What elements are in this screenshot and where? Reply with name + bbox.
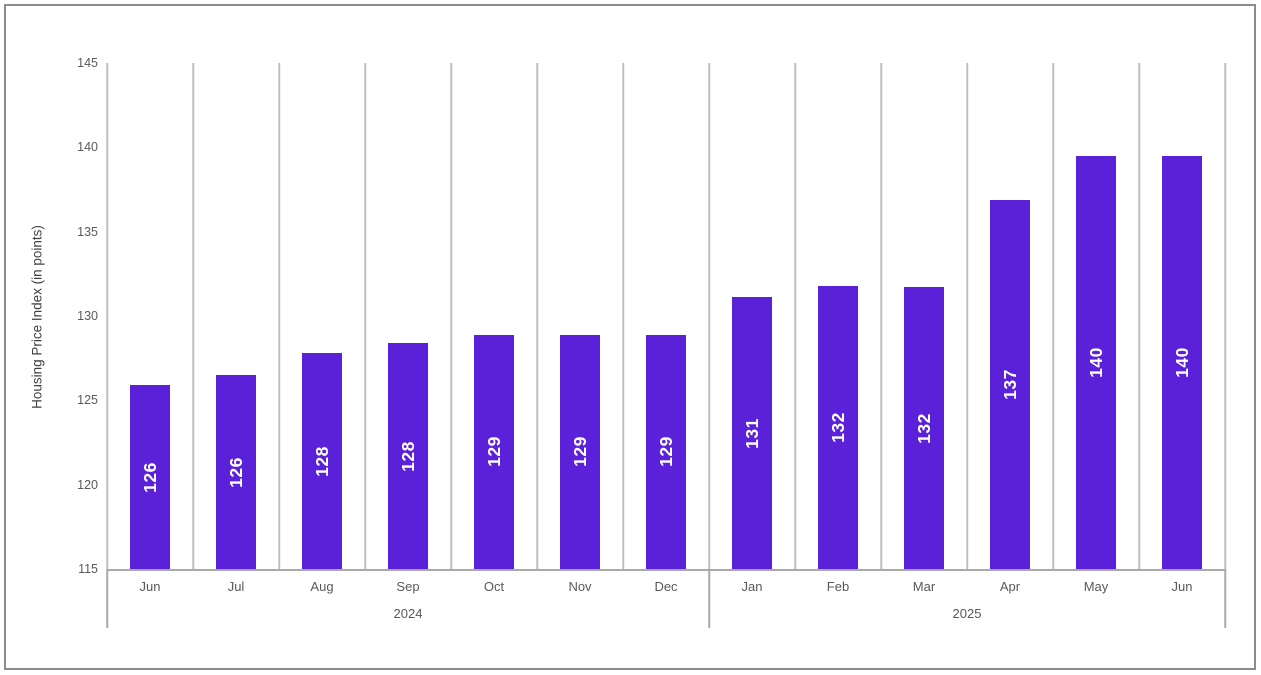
bar: 132 bbox=[904, 287, 944, 569]
bar-column: 132 bbox=[881, 63, 967, 569]
bar-column: 132 bbox=[795, 63, 881, 569]
gridline bbox=[536, 63, 538, 569]
bar: 129 bbox=[646, 334, 686, 569]
y-tick-label: 115 bbox=[78, 562, 98, 576]
bar-value-label: 126 bbox=[139, 461, 160, 493]
plot-area: 115 120 125 130 135 140 145 Jun Jul Aug Sep Oct Nov D… bbox=[77, 56, 1226, 628]
bar-value-label: 131 bbox=[741, 417, 762, 449]
y-tick-label: 135 bbox=[77, 224, 98, 239]
bar: 126 bbox=[216, 375, 256, 569]
year-separator-line bbox=[1224, 569, 1226, 628]
gridline bbox=[966, 63, 968, 569]
x-tick-month-label: Jul bbox=[227, 579, 245, 594]
x-tick-month-label: Feb bbox=[826, 579, 850, 594]
x-tick-month-label: Sep bbox=[396, 579, 420, 594]
x-tick-month-label: May bbox=[1083, 579, 1109, 594]
x-tick-month-label: Nov bbox=[568, 579, 592, 594]
x-axis-year-label: 2024 bbox=[393, 606, 423, 621]
bar: 129 bbox=[474, 334, 514, 569]
x-tick-month-label: Apr bbox=[999, 579, 1021, 594]
bar-column: 131 bbox=[709, 63, 795, 569]
bar-column: 128 bbox=[279, 63, 365, 569]
bar-value-label: 126 bbox=[225, 456, 246, 488]
bar: 126 bbox=[130, 385, 170, 569]
gridline bbox=[1052, 63, 1054, 569]
y-tick-label: 130 bbox=[77, 309, 98, 323]
x-tick-month-label: Dec bbox=[654, 579, 678, 594]
bar-column: 129 bbox=[451, 63, 537, 569]
y-tick-label: 125 bbox=[77, 393, 98, 408]
bar: 129 bbox=[560, 334, 600, 569]
gridline bbox=[106, 63, 108, 569]
gridline bbox=[880, 63, 882, 569]
x-tick-month-label: Mar bbox=[912, 579, 936, 594]
bar-value-label: 129 bbox=[655, 436, 676, 468]
x-tick-month-label: Jun bbox=[1171, 579, 1193, 594]
x-axis-year-label: 2025 bbox=[952, 606, 982, 621]
x-tick-month-label: Jun bbox=[139, 579, 161, 594]
bar: 131 bbox=[732, 297, 772, 569]
bar-value-label: 132 bbox=[913, 412, 934, 444]
bar-column: 129 bbox=[537, 63, 623, 569]
bar-value-label: 140 bbox=[1171, 347, 1192, 378]
bar-column: 126 bbox=[193, 63, 279, 569]
bar: 140 bbox=[1162, 155, 1202, 569]
x-axis-band: Jun Jul Aug Sep Oct Nov Dec Jan Feb Mar Apr May Jun 2… bbox=[106, 569, 1226, 628]
x-tick-month-label: Aug bbox=[310, 579, 334, 594]
bar: 128 bbox=[388, 343, 428, 569]
gridline bbox=[1224, 63, 1226, 569]
gridline bbox=[708, 63, 710, 569]
year-separator-line bbox=[708, 569, 710, 628]
x-tick-month-label: Jan bbox=[741, 579, 763, 594]
bar-column: 128 bbox=[365, 63, 451, 569]
gridline bbox=[450, 63, 452, 569]
year-separator-line bbox=[106, 569, 108, 628]
gridline bbox=[192, 63, 194, 569]
bar-value-label: 129 bbox=[483, 436, 504, 468]
gridline bbox=[278, 63, 280, 569]
bar-column: 140 bbox=[1139, 63, 1225, 569]
bar: 132 bbox=[818, 285, 858, 569]
bar-value-label: 128 bbox=[311, 445, 332, 477]
y-tick-label: 140 bbox=[77, 140, 98, 155]
bar-value-label: 128 bbox=[397, 440, 418, 472]
y-tick-label: 145 bbox=[77, 56, 98, 70]
x-tick-month-label: Oct bbox=[483, 579, 505, 594]
bar-value-label: 129 bbox=[569, 436, 590, 468]
gridline bbox=[794, 63, 796, 569]
bar-column: 137 bbox=[967, 63, 1053, 569]
gridline bbox=[1138, 63, 1140, 569]
bar-value-label: 132 bbox=[827, 411, 848, 443]
gridline bbox=[364, 63, 366, 569]
bar: 140 bbox=[1076, 155, 1116, 569]
bar-value-label: 140 bbox=[1085, 347, 1106, 378]
bar: 137 bbox=[990, 199, 1030, 569]
bar-column: 140 bbox=[1053, 63, 1139, 569]
bar-value-label: 137 bbox=[999, 368, 1020, 400]
gridline bbox=[622, 63, 624, 569]
y-axis-title: Housing Price Index (in points) bbox=[29, 225, 45, 409]
bar-column: 129 bbox=[623, 63, 709, 569]
y-tick-label: 120 bbox=[77, 477, 98, 492]
bar-column: 126 bbox=[107, 63, 193, 569]
bar: 128 bbox=[302, 353, 342, 569]
